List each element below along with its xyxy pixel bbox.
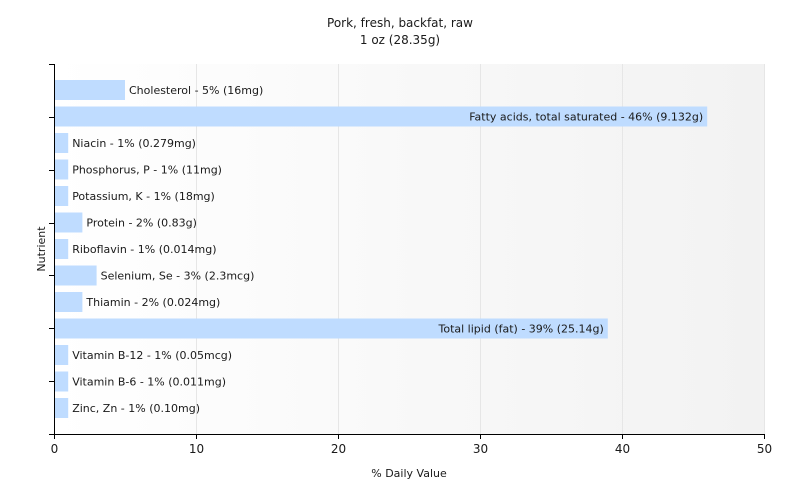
x-tick-label-30: 30	[473, 442, 488, 456]
bar-phosphorus-p	[55, 159, 69, 180]
bar-protein	[55, 212, 83, 233]
bar-potassium-k	[55, 186, 69, 206]
bar-niacin	[55, 133, 69, 153]
bar-label-vitamin-b-6: Vitamin B-6 - 1% (0.011mg)	[72, 376, 226, 389]
bar-riboflavin	[55, 239, 69, 259]
bar-label-niacin: Niacin - 1% (0.279mg)	[72, 137, 196, 150]
bar-label-protein: Protein - 2% (0.83g)	[86, 217, 197, 230]
bar-fatty-acids-total-saturated	[55, 106, 708, 127]
bar-label-total-lipid-fat: Total lipid (fat) - 39% (25.14g)	[438, 323, 604, 336]
x-tick-label-0: 0	[51, 442, 59, 456]
chart-title: Pork, fresh, backfat, raw	[327, 16, 473, 30]
bar-label-cholesterol: Cholesterol - 5% (16mg)	[129, 84, 263, 97]
bar-zinc-zn	[55, 398, 69, 418]
bar-vitamin-b-12	[55, 345, 69, 365]
bar-label-thiamin: Thiamin - 2% (0.024mg)	[85, 296, 220, 309]
x-axis-title: % Daily Value	[371, 467, 447, 480]
bar-label-phosphorus-p: Phosphorus, P - 1% (11mg)	[72, 164, 222, 177]
x-tick-label-10: 10	[189, 442, 204, 456]
axes: 0 10 20 30 40 50	[49, 64, 772, 456]
bar-cholesterol	[55, 80, 125, 100]
bar-vitamin-b-6	[55, 371, 69, 392]
bar-label-potassium-k: Potassium, K - 1% (18mg)	[72, 190, 215, 203]
bar-label-zinc-zn: Zinc, Zn - 1% (0.10mg)	[72, 402, 200, 415]
x-tick-label-40: 40	[615, 442, 630, 456]
chart-subtitle: 1 oz (28.35g)	[360, 33, 440, 47]
bar-labels: Cholesterol - 5% (16mg) Fatty acids, tota…	[72, 84, 703, 415]
bar-selenium-se	[55, 265, 97, 286]
bar-label-vitamin-b-12: Vitamin B-12 - 1% (0.05mcg)	[72, 349, 232, 362]
x-tick-label-50: 50	[757, 442, 772, 456]
bar-label-riboflavin: Riboflavin - 1% (0.014mg)	[72, 243, 216, 256]
bar-label-fatty-acids-total-saturated: Fatty acids, total saturated - 46% (9.13…	[469, 111, 703, 124]
y-axis-title: Nutrient	[35, 226, 48, 272]
bar-total-lipid-fat	[55, 318, 608, 339]
bar-label-selenium-se: Selenium, Se - 3% (2.3mcg)	[101, 270, 255, 283]
bar-thiamin	[55, 292, 83, 312]
x-tick-label-20: 20	[331, 442, 346, 456]
bars	[55, 80, 708, 418]
